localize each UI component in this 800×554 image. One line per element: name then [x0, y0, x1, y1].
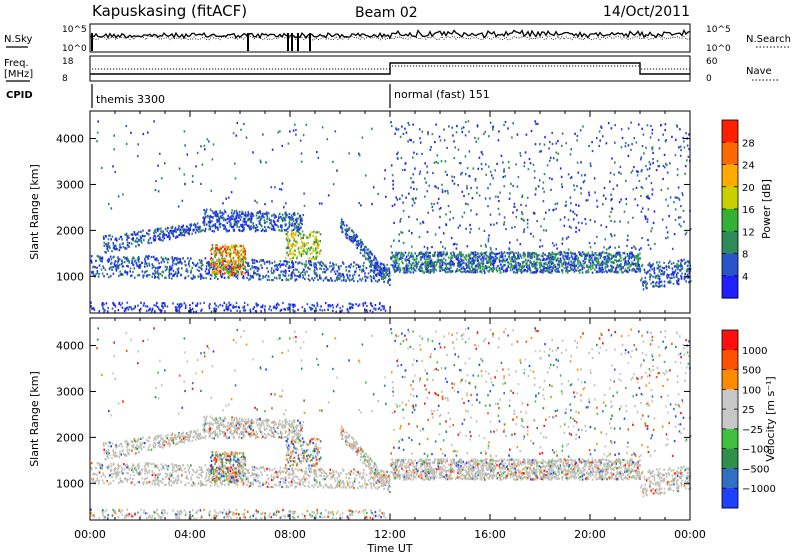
freq-unit-label: [MHz]: [4, 69, 33, 80]
cpid-label: CPID: [6, 90, 33, 101]
xtick-label: 12:00: [374, 528, 406, 541]
colorbar-tick: 100: [742, 385, 761, 396]
ytick-label: 3000: [56, 178, 84, 191]
colorbar-tick: −1000: [742, 484, 776, 495]
ytick-label: 4000: [56, 340, 84, 353]
ytick-label: 2000: [56, 224, 84, 237]
x-axis-label: Time UT: [366, 542, 412, 554]
nsky-tick-bottom: 10^0: [62, 44, 87, 54]
colorbar-tick: 4: [742, 272, 748, 283]
power-colorbar-label: Power [dB]: [760, 179, 773, 239]
ytick-label: 3000: [56, 385, 84, 398]
nave-label: Nave: [746, 66, 772, 77]
nsky-trace: [89, 28, 691, 40]
ytick-label: 4000: [56, 133, 84, 146]
velocity-panel: 1000 2000 3000 4000 Slant Range [km]: [28, 317, 692, 521]
nsky-tick-top: 10^5: [62, 25, 87, 35]
colorbar-tick: 8: [742, 250, 748, 261]
nave-tick-bottom: 0: [706, 74, 712, 84]
freq-panel: Freq. [MHz] 18 8 60 0 Nave: [4, 55, 780, 84]
freq-tick-bottom: 8: [62, 74, 68, 84]
xtick-label: 08:00: [274, 528, 306, 541]
date-title: 14/Oct/2011: [603, 4, 690, 20]
xtick-label: 00:00: [674, 528, 706, 541]
velocity-colorbar-label: Velocity [m s⁻¹]: [764, 376, 777, 461]
freq-label: Freq.: [4, 58, 29, 69]
power-panel: 1000 2000 3000 4000 Slant Range [km]: [28, 110, 692, 314]
velocity-scatter: [90, 327, 692, 520]
power-colorbar: 4 8 12 16 20 24 28 Power [dB]: [721, 119, 773, 299]
colorbar-tick: −500: [742, 464, 769, 475]
colorbar-tick: −25: [742, 425, 763, 436]
velocity-yaxis: 1000 2000 3000 4000: [56, 340, 690, 490]
power-yaxis: 1000 2000 3000 4000: [56, 133, 690, 283]
colorbar-tick: 500: [742, 366, 761, 377]
nsky-label: N.Sky: [4, 34, 32, 45]
colorbar-tick: −100: [742, 445, 769, 456]
colorbar-tick: 20: [742, 183, 755, 194]
x-axis: 00:00 04:00 08:00 12:00 16:00 20:00 00:00: [74, 528, 706, 541]
cpid-mode-0: themis 3300: [96, 93, 165, 106]
colorbar-tick: 24: [742, 161, 755, 172]
colorbar-tick: 1000: [742, 346, 767, 357]
power-xticks: [89, 111, 691, 313]
freq-trace: [90, 62, 690, 75]
colorbar-tick: 25: [742, 405, 755, 416]
freq-tick-top: 18: [62, 57, 74, 67]
colorbar-tick: 28: [742, 138, 755, 149]
colorbar-tick: 12: [742, 227, 755, 238]
velocity-ylabel: Slant Range [km]: [28, 371, 41, 467]
ytick-label: 1000: [56, 477, 84, 490]
nave-trace: [92, 65, 690, 70]
ytick-label: 2000: [56, 431, 84, 444]
xtick-label: 04:00: [174, 528, 206, 541]
colorbar-tick: 16: [742, 205, 755, 216]
xtick-label: 16:00: [474, 528, 506, 541]
cpid-mode-1: normal (fast) 151: [394, 88, 490, 101]
xtick-label: 00:00: [74, 528, 106, 541]
velocity-colorbar: 1000 500 100 25 −25 −100 −500 −1000 Velocity [m…: [721, 329, 777, 509]
nsearch-tick-top: 10^5: [706, 25, 731, 35]
nsearch-tick-bottom: 10^0: [706, 44, 731, 54]
nsearch-label: N.Search: [746, 34, 791, 45]
cpid-row: CPID themis 3300 normal (fast) 151: [6, 84, 490, 108]
power-ylabel: Slant Range [km]: [28, 164, 41, 260]
beam-title: Beam 02: [355, 5, 418, 21]
ytick-label: 1000: [56, 270, 84, 283]
xtick-label: 20:00: [574, 528, 606, 541]
power-scatter: [90, 120, 692, 313]
nsky-panel: N.Sky 10^5 10^0 10^5 10^0 N.Search: [4, 23, 791, 54]
station-title: Kapuskasing (fitACF): [92, 2, 247, 20]
velocity-xticks: [89, 318, 691, 520]
nave-tick-top: 60: [706, 57, 718, 67]
